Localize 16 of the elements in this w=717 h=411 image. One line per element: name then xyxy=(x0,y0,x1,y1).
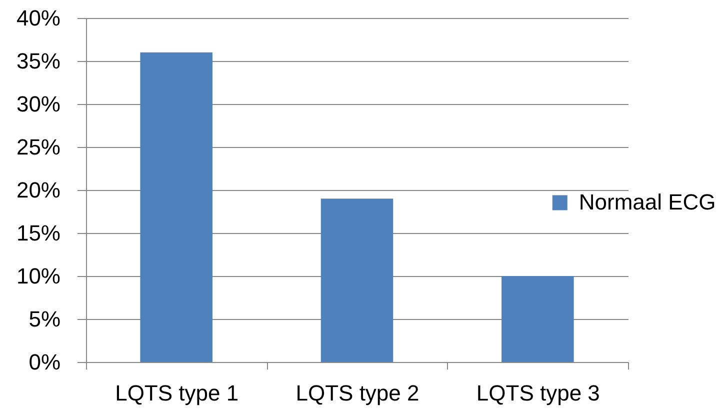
x-tick-label: LQTS type 3 xyxy=(476,380,600,406)
legend-label: Normaal ECG xyxy=(578,190,716,215)
y-tick-label: 30% xyxy=(16,92,60,116)
bar xyxy=(140,52,212,362)
bar xyxy=(320,198,394,362)
x-tick-label: LQTS type 2 xyxy=(296,380,420,406)
y-tick-label: 20% xyxy=(16,178,60,202)
x-tick-label: LQTS type 1 xyxy=(115,380,239,406)
y-tick-label: 25% xyxy=(16,134,60,160)
y-tick-label: 15% xyxy=(16,220,60,246)
y-tick-label: 40% xyxy=(16,6,60,30)
y-tick-label: 0% xyxy=(28,350,60,374)
y-tick-label: 10% xyxy=(16,264,60,288)
y-tick-label: 5% xyxy=(28,306,60,332)
y-tick-label: 35% xyxy=(16,48,60,74)
bar xyxy=(502,276,574,362)
